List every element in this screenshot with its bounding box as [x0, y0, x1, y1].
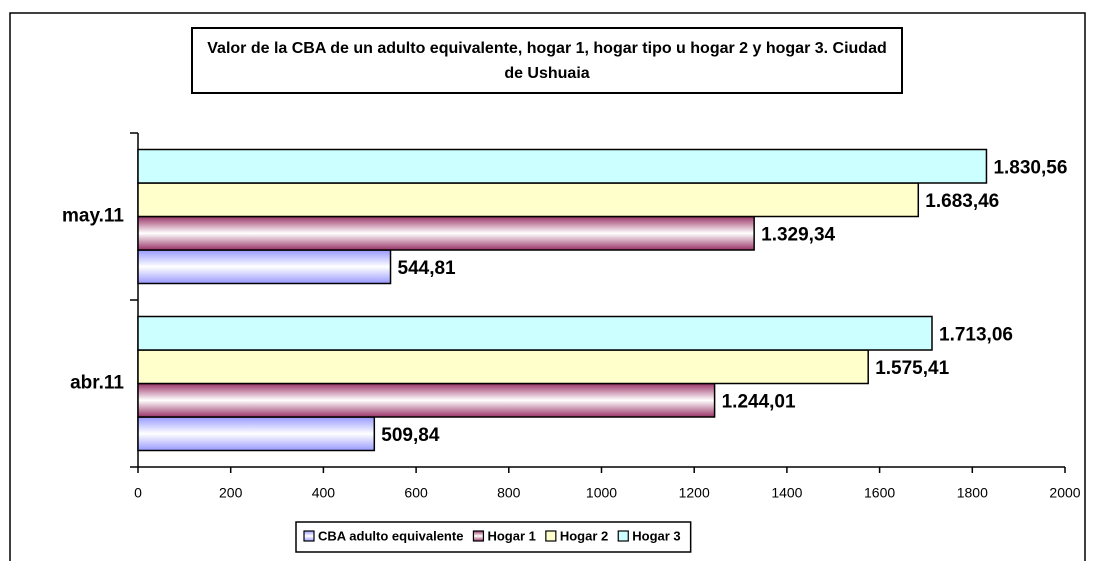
x-tick-label: 1600: [864, 485, 895, 501]
x-tick-label: 2000: [1049, 485, 1080, 501]
x-tick-label: 800: [497, 485, 521, 501]
x-tick-label: 1400: [771, 485, 802, 501]
x-tick-label: 200: [219, 485, 243, 501]
data-label: 1.575,41: [875, 358, 949, 379]
y-tick-label: may.11: [62, 206, 124, 227]
x-tick-label: 1800: [957, 485, 988, 501]
data-label: 1.830,56: [993, 157, 1067, 178]
y-tick-label: abr.11: [70, 373, 124, 394]
x-tick-label: 1000: [586, 485, 617, 501]
legend-label: Hogar 1: [487, 528, 535, 543]
data-label: 1.683,46: [925, 191, 999, 212]
bar: [137, 416, 376, 452]
bar: [137, 215, 755, 251]
legend-label: Hogar 2: [560, 528, 608, 543]
bar: [137, 249, 392, 285]
x-tick-label: 600: [404, 485, 428, 501]
x-tick-label: 0: [134, 485, 142, 501]
legend-label: CBA adulto equivalente: [318, 528, 463, 543]
chart-border: [9, 12, 1086, 561]
legend-swatch: [617, 530, 629, 542]
data-label: 544,81: [398, 258, 457, 279]
data-label: 1.244,01: [722, 391, 796, 412]
bar: [137, 148, 988, 184]
x-tick-label: 400: [312, 485, 336, 501]
legend-swatch: [545, 530, 557, 542]
bar: [137, 315, 933, 351]
data-label: 509,84: [381, 425, 440, 446]
bar: [137, 382, 716, 418]
legend-label: Hogar 3: [632, 528, 680, 543]
legend-swatch: [303, 530, 315, 542]
bar: [137, 182, 920, 218]
data-label: 1.713,06: [939, 324, 1013, 345]
legend: CBA adulto equivalente Hogar 1 Hogar 2 Hoga…: [295, 521, 692, 553]
bar: [137, 349, 869, 385]
legend-swatch: [472, 530, 485, 542]
chart-title: Valor de la CBA de un adulto equivalente…: [191, 27, 903, 94]
data-label: 1.329,34: [761, 224, 835, 245]
x-tick-label: 1200: [679, 485, 710, 501]
